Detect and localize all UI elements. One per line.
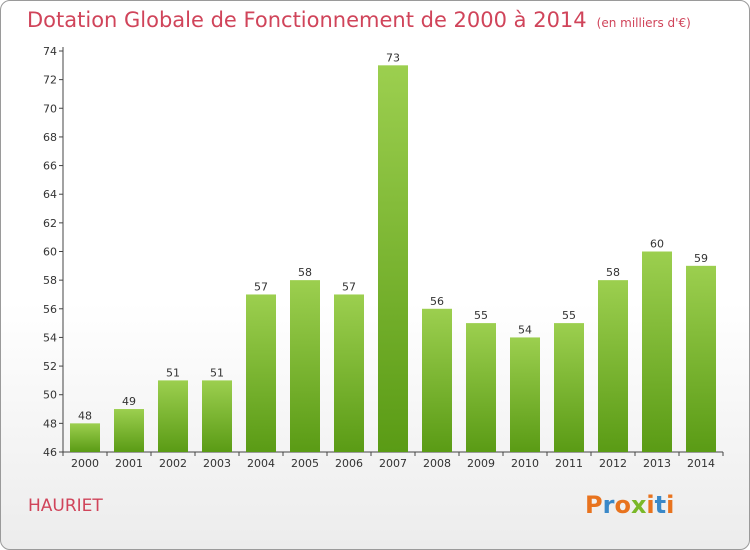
x-tick-label-2008: 2008 (423, 457, 451, 470)
chart-title: Dotation Globale de Fonctionnement de 20… (27, 8, 691, 32)
x-tick-label-2000: 2000 (71, 457, 99, 470)
x-tick-label-2012: 2012 (599, 457, 627, 470)
x-tick-label-2007: 2007 (379, 457, 407, 470)
bar-2000 (70, 423, 100, 452)
value-label-2003: 51 (210, 366, 224, 379)
bar-2006 (334, 294, 364, 452)
bar-2008 (422, 308, 452, 452)
value-label-2007: 73 (386, 51, 400, 64)
value-label-2005: 58 (298, 266, 312, 279)
x-tick-label-2003: 2003 (203, 457, 231, 470)
logo-letter: x (630, 491, 647, 519)
logo-letter: o (614, 491, 631, 519)
x-tick-label-2004: 2004 (247, 457, 275, 470)
value-label-2012: 58 (606, 266, 620, 279)
bar-2012 (598, 280, 628, 452)
y-tick-label: 60 (43, 246, 57, 259)
value-label-2010: 54 (518, 323, 532, 336)
value-label-2000: 48 (78, 409, 92, 422)
y-tick-label: 46 (43, 446, 57, 459)
bar-2001 (114, 409, 144, 452)
logo-letter: i (646, 491, 655, 519)
logo-letter: i (666, 491, 675, 519)
value-label-2011: 55 (562, 309, 576, 322)
y-tick-label: 64 (43, 188, 57, 201)
chart-title-text: Dotation Globale de Fonctionnement de 20… (27, 8, 587, 32)
logo-letter: t (654, 491, 667, 519)
x-tick-label-2014: 2014 (687, 457, 715, 470)
chart-bars (70, 65, 716, 453)
bar-2003 (202, 380, 232, 452)
y-tick-label: 68 (43, 131, 57, 144)
x-tick-label-2009: 2009 (467, 457, 495, 470)
bar-2010 (510, 337, 540, 452)
bar-2007 (378, 65, 408, 453)
bar-2011 (554, 323, 584, 452)
x-tick-label-2002: 2002 (159, 457, 187, 470)
chart-y-ticks: 46 48 50 52 54 56 58 60 62 64 66 68 70 72 74 (43, 45, 63, 459)
y-tick-label: 74 (43, 45, 57, 58)
x-tick-label-2001: 2001 (115, 457, 143, 470)
x-tick-label-2011: 2011 (555, 457, 583, 470)
value-label-2008: 56 (430, 295, 444, 308)
y-tick-label: 70 (43, 102, 57, 115)
y-tick-label: 62 (43, 217, 57, 230)
logo-letter: P (585, 491, 603, 519)
value-label-2013: 60 (650, 238, 664, 251)
x-tick-label-2006: 2006 (335, 457, 363, 470)
y-tick-label: 52 (43, 360, 57, 373)
y-tick-label: 56 (43, 303, 57, 316)
y-tick-label: 66 (43, 160, 57, 173)
value-label-2002: 51 (166, 366, 180, 379)
value-label-2006: 57 (342, 280, 356, 293)
y-tick-label: 58 (43, 274, 57, 287)
commune-name: HAURIET (28, 496, 103, 516)
chart-x-ticks: 2000 2001 2002 2003 2004 2005 2006 2007 2008 2009… (62, 452, 724, 470)
bar-2002 (158, 380, 188, 452)
value-label-2001: 49 (122, 395, 136, 408)
proxiti-logo: Proxiti (585, 491, 674, 519)
chart-value-labels: 48 49 51 51 57 58 57 73 56 55 54 55 58 60 59 (78, 51, 708, 422)
bar-2014 (686, 265, 716, 452)
x-tick-label-2005: 2005 (291, 457, 319, 470)
value-label-2004: 57 (254, 280, 268, 293)
value-label-2014: 59 (694, 252, 708, 265)
logo-letter: r (602, 491, 615, 519)
bar-2013 (642, 251, 672, 452)
y-tick-label: 48 (43, 417, 57, 430)
y-tick-label: 54 (43, 331, 57, 344)
x-tick-label-2013: 2013 (643, 457, 671, 470)
y-tick-label: 50 (43, 389, 57, 402)
y-tick-label: 72 (43, 74, 57, 87)
bar-2005 (290, 280, 320, 452)
value-label-2009: 55 (474, 309, 488, 322)
x-tick-label-2010: 2010 (511, 457, 539, 470)
bar-2009 (466, 323, 496, 452)
chart-unit-note: (en milliers d'€) (596, 16, 691, 30)
bar-2004 (246, 294, 276, 452)
